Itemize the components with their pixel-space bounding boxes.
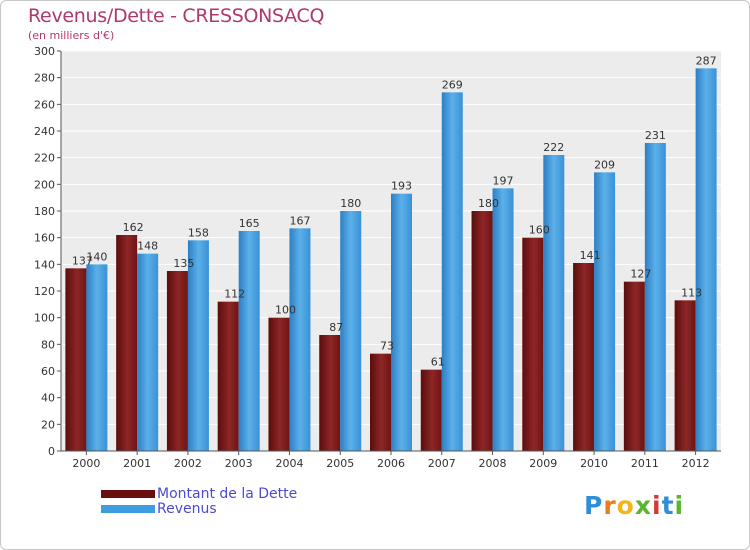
bar-revenus (187, 240, 209, 451)
data-label-revenus: 167 (289, 214, 310, 227)
axes: 0 20 40 60 80 100 120 140 160 180 200 220 240 260 280 3… (34, 45, 721, 470)
data-label-dette: 112 (224, 288, 245, 301)
legend-label-debt: Montant de la Dette (157, 486, 298, 502)
bar-dette (522, 237, 544, 451)
y-tick-label: 100 (34, 312, 55, 325)
y-tick-label: 80 (41, 338, 55, 351)
x-tick-label: 2011 (631, 457, 659, 470)
legend-label-revenus: Revenus (157, 501, 217, 517)
data-label-revenus: 158 (188, 226, 209, 239)
proxiti-logo: Proxiti (584, 491, 685, 520)
data-label-revenus: 140 (86, 250, 107, 263)
bar-dette (268, 317, 290, 451)
data-label-revenus: 197 (493, 174, 514, 187)
data-label-dette: 100 (275, 304, 296, 317)
x-tick-label: 2004 (275, 457, 303, 470)
data-label-dette: 180 (478, 197, 499, 210)
data-label-dette: 141 (580, 249, 601, 262)
data-label-dette: 137 (72, 254, 93, 267)
legend-swatch-debt (101, 490, 155, 498)
bar-revenus (340, 211, 362, 451)
bar-revenus (86, 264, 108, 451)
data-label-dette: 87 (329, 321, 343, 334)
y-tick-label: 180 (34, 205, 55, 218)
y-tick-label: 280 (34, 72, 55, 85)
data-label-dette: 135 (173, 257, 194, 270)
data-label-revenus: 222 (543, 141, 564, 154)
data-label-dette: 61 (431, 356, 445, 369)
x-tick-label: 2001 (123, 457, 151, 470)
bar-revenus (137, 253, 159, 451)
y-tick-label: 260 (34, 98, 55, 111)
data-label-revenus: 287 (696, 54, 717, 67)
data-label-revenus: 193 (391, 180, 412, 193)
x-tick-label: 2008 (479, 457, 507, 470)
y-tick-label: 200 (34, 178, 55, 191)
bar-revenus (644, 143, 666, 451)
bar-revenus (238, 231, 260, 451)
bar-revenus (391, 193, 412, 451)
bar-dette (65, 268, 87, 451)
data-label-dette: 162 (123, 221, 144, 234)
bar-revenus (289, 228, 311, 451)
data-label-dette: 73 (380, 340, 394, 353)
y-tick-label: 120 (34, 285, 55, 298)
data-label-revenus: 269 (442, 78, 463, 91)
chart-subtitle: (en milliers d'€) (28, 29, 115, 42)
bar-revenus (441, 92, 463, 451)
data-label-dette: 160 (529, 224, 550, 237)
x-tick-label: 2012 (682, 457, 710, 470)
y-tick-label: 60 (41, 365, 55, 378)
legend-swatch-revenus (101, 505, 155, 513)
data-label-dette: 127 (630, 268, 651, 281)
bar-dette (116, 235, 138, 451)
data-label-dette: 113 (681, 286, 702, 299)
bar-dette (217, 301, 239, 451)
bar-revenus (695, 68, 717, 451)
data-label-revenus: 180 (340, 197, 361, 210)
data-label-revenus: 209 (594, 158, 615, 171)
y-tick-label: 160 (34, 232, 55, 245)
x-tick-label: 2006 (377, 457, 405, 470)
bars (65, 68, 717, 452)
bar-dette (166, 271, 188, 451)
bar-dette (623, 281, 645, 451)
data-label-revenus: 165 (239, 217, 260, 230)
y-tick-label: 40 (41, 392, 55, 405)
x-tick-label: 2009 (529, 457, 557, 470)
bar-revenus (594, 172, 616, 452)
y-tick-label: 0 (48, 445, 55, 458)
x-tick-label: 2003 (225, 457, 253, 470)
bar-dette (370, 353, 391, 451)
y-tick-label: 300 (34, 45, 55, 58)
bar-dette (674, 300, 696, 451)
bar-revenus (543, 155, 565, 451)
y-tick-label: 220 (34, 152, 55, 165)
bar-dette (319, 335, 341, 451)
x-tick-label: 2010 (580, 457, 608, 470)
data-label-revenus: 231 (645, 129, 666, 142)
y-tick-label: 20 (41, 418, 55, 431)
chart-title: Revenus/Dette - CRESSONSACQ (28, 5, 325, 27)
bar-dette (471, 211, 493, 451)
x-tick-label: 2002 (174, 457, 202, 470)
x-tick-label: 2000 (72, 457, 100, 470)
data-label-revenus: 148 (137, 240, 158, 253)
bar-revenus (492, 188, 514, 452)
bar-dette (573, 263, 595, 451)
y-tick-label: 240 (34, 125, 55, 138)
y-tick-label: 140 (34, 258, 55, 271)
bar-dette (420, 369, 442, 451)
x-tick-label: 2007 (428, 457, 456, 470)
x-tick-label: 2005 (326, 457, 354, 470)
